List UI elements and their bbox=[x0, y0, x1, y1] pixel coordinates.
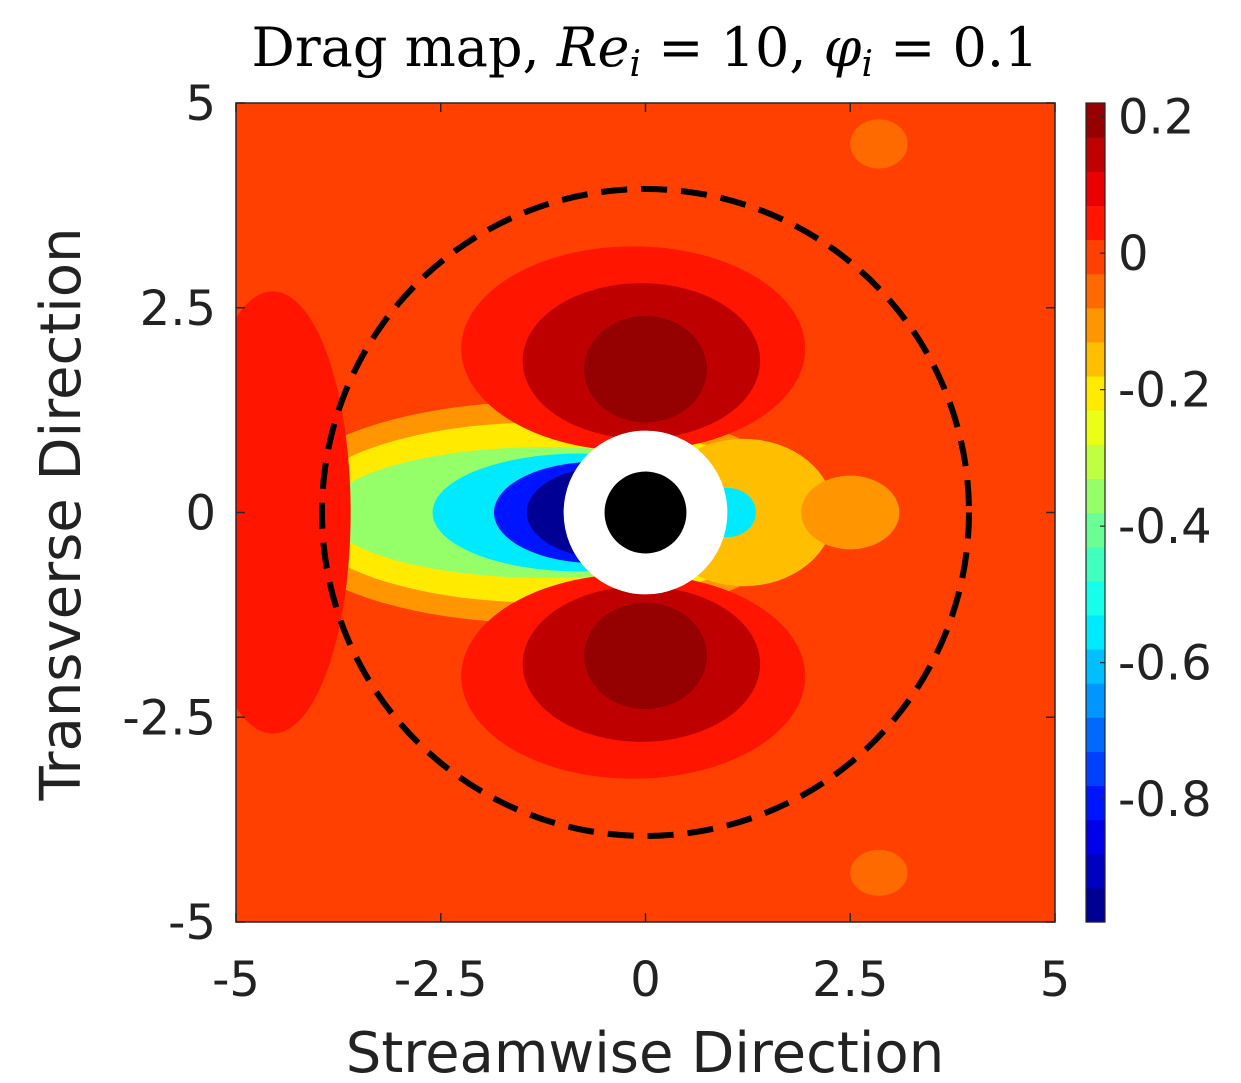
colorbar-segment bbox=[1086, 717, 1105, 752]
x-tick-label: 5 bbox=[1040, 952, 1071, 1008]
x-tick-label: 0 bbox=[630, 952, 661, 1008]
colorbar-segment bbox=[1086, 205, 1105, 241]
colorbar-segment bbox=[1086, 341, 1105, 377]
chart-title: Drag map, Rei = 10, φi = 0.1 bbox=[252, 16, 1039, 85]
title-re-symbol: Re bbox=[556, 16, 630, 79]
particle bbox=[604, 471, 687, 554]
contour-region-corner-patch-top bbox=[850, 119, 908, 169]
colorbar-tick-label: 0.2 bbox=[1118, 90, 1194, 146]
x-tick-label: 2.5 bbox=[812, 952, 888, 1008]
colorbar-tick-label: -0.2 bbox=[1118, 363, 1212, 419]
colorbar-segment bbox=[1086, 853, 1105, 889]
colorbar-segment bbox=[1086, 887, 1105, 923]
colorbar-segment bbox=[1086, 307, 1105, 343]
y-tick-label: 0 bbox=[185, 486, 216, 542]
colorbar-tick-label: -0.6 bbox=[1118, 636, 1212, 692]
colorbar-segment bbox=[1086, 751, 1105, 787]
colorbar-segment bbox=[1086, 137, 1105, 172]
colorbar-segment bbox=[1086, 580, 1105, 616]
colorbar-segment bbox=[1086, 103, 1105, 138]
colorbar-segment bbox=[1086, 171, 1105, 206]
y-tick-label: 2.5 bbox=[140, 281, 216, 337]
contour-region-upper-lobe-core bbox=[584, 315, 707, 423]
colorbar-tick-label: 0 bbox=[1118, 226, 1149, 282]
colorbar-segment bbox=[1086, 376, 1105, 411]
colorbar-segment bbox=[1086, 649, 1105, 684]
colorbar-segment bbox=[1086, 239, 1105, 275]
plot-overlay bbox=[318, 185, 973, 840]
contour-region-far-upstream-band bbox=[236, 291, 351, 734]
colorbar-segment bbox=[1086, 614, 1105, 650]
y-axis-label: Transverse Direction bbox=[29, 227, 94, 801]
colorbar-frame bbox=[1085, 102, 1106, 923]
x-tick-label: -5 bbox=[212, 952, 260, 1008]
axes: -5 -2.5 0 2.5 5 -5 -2.5 0 2.5 5 bbox=[122, 76, 1070, 1008]
title-re-value: = 10, bbox=[641, 16, 824, 79]
colorbar-segment bbox=[1086, 683, 1105, 718]
y-tick-label: -2.5 bbox=[122, 690, 216, 746]
contour-region-lower-lobe-core bbox=[584, 602, 707, 710]
colorbar-tick-label: -0.4 bbox=[1118, 499, 1212, 555]
colorbar-segment bbox=[1086, 785, 1105, 821]
contour-region-corner-patch-bottom bbox=[850, 849, 908, 896]
colorbar-segment bbox=[1086, 273, 1105, 309]
title-phi-value: = 0.1 bbox=[873, 16, 1038, 79]
colorbar: 0.2 0 -0.2 -0.4 -0.6 -0.8 bbox=[1085, 90, 1212, 923]
colorbar-segment bbox=[1086, 819, 1105, 855]
title-phi-symbol: φ bbox=[824, 16, 862, 79]
dashed-influence-circle bbox=[318, 185, 973, 840]
title-re-subscript: i bbox=[630, 44, 642, 85]
colorbar-segment bbox=[1086, 546, 1105, 582]
x-tick-label: -2.5 bbox=[394, 952, 488, 1008]
colorbar-segment bbox=[1086, 512, 1105, 548]
contour-region-downstream-wake-tail bbox=[801, 475, 900, 550]
y-tick-label: 5 bbox=[185, 76, 216, 132]
colorbar-segment bbox=[1086, 444, 1105, 479]
y-tick-label: -5 bbox=[168, 895, 216, 951]
title-prefix: Drag map, bbox=[252, 16, 557, 79]
colorbar-segment bbox=[1086, 478, 1105, 514]
colorbar-tick-label: -0.8 bbox=[1118, 772, 1212, 828]
x-axis-label: Streamwise Direction bbox=[346, 1021, 944, 1083]
colorbar-segment bbox=[1086, 410, 1105, 445]
title-phi-subscript: i bbox=[861, 44, 873, 85]
